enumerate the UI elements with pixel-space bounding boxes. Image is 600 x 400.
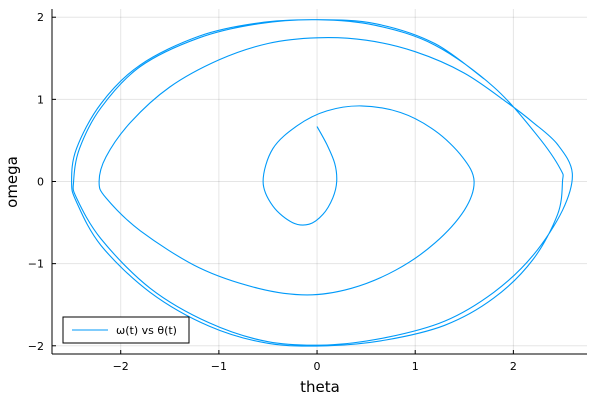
legend: ω(t) vs θ(t) [62, 316, 190, 344]
x-tick-label: 2 [510, 360, 517, 373]
y-axis-title: omega [3, 156, 21, 208]
x-tick-label: −1 [211, 360, 227, 373]
series-layer [71, 19, 573, 347]
legend-label: ω(t) vs θ(t) [116, 324, 177, 337]
y-tick-label: −2 [28, 340, 44, 353]
x-tick-label: −2 [113, 360, 129, 373]
x-ticks: −2 −1 0 1 2 [113, 350, 517, 373]
grid-lines [52, 9, 587, 354]
x-tick-label: 0 [314, 360, 321, 373]
y-tick-label: 2 [37, 11, 44, 24]
series-line-0 [71, 19, 573, 347]
x-tick-label: 1 [412, 360, 419, 373]
y-tick-label: 0 [37, 176, 44, 189]
y-tick-label: 1 [37, 93, 44, 106]
x-axis-title: theta [300, 378, 340, 396]
y-tick-label: −1 [28, 258, 44, 271]
y-ticks: −2 −1 0 1 2 [28, 11, 56, 353]
